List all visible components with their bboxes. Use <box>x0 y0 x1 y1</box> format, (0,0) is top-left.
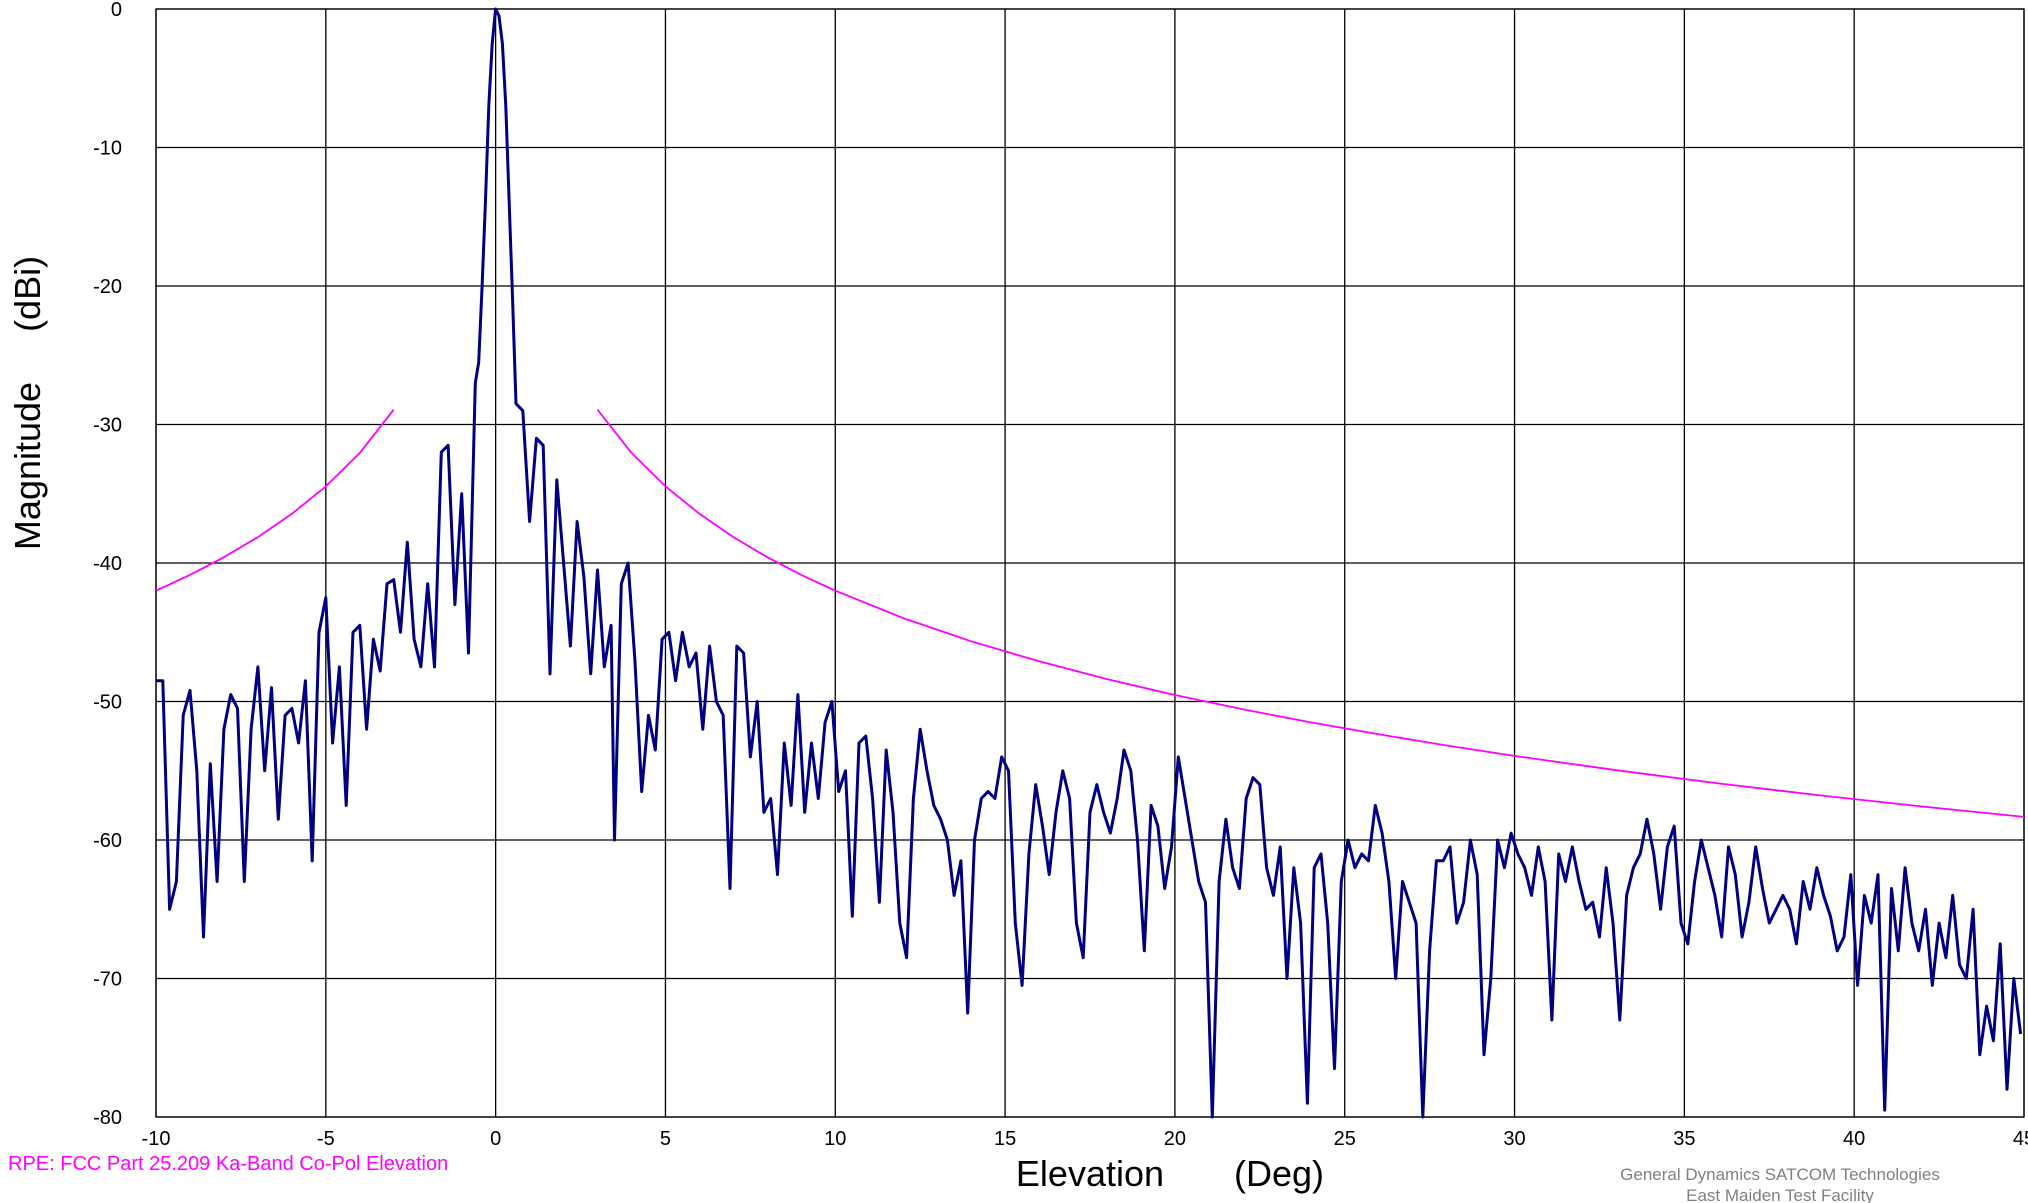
x-tick-label: 45 <box>2013 1128 2028 1150</box>
y-tick-label: 0 <box>111 0 122 21</box>
y-tick-label: -60 <box>93 830 122 852</box>
x-tick-label: -10 <box>142 1128 171 1150</box>
y-tick-label: -80 <box>93 1107 122 1129</box>
x-axis-label: Elevation (Deg) <box>1016 1153 1324 1194</box>
x-tick-label: -5 <box>317 1128 335 1150</box>
x-tick-label: 25 <box>1334 1128 1356 1150</box>
rpe-caption: RPE: FCC Part 25.209 Ka-Band Co-Pol Elev… <box>8 1153 448 1175</box>
plot-frame <box>155 8 2025 1118</box>
x-tick-label: 30 <box>1503 1128 1525 1150</box>
x-tick-label: 20 <box>1164 1128 1186 1150</box>
series-line <box>155 409 2025 818</box>
x-tick-label: 35 <box>1673 1128 1695 1150</box>
footer-line: General Dynamics SATCOM Technologies <box>1620 1165 1940 1184</box>
x-tick-label: 0 <box>490 1128 501 1150</box>
x-tick-label: 10 <box>824 1128 846 1150</box>
y-tick-label: -50 <box>93 692 122 714</box>
y-tick-label: -70 <box>93 969 122 991</box>
x-tick-label: 40 <box>1843 1128 1865 1150</box>
footer-line: East Maiden Test Facility <box>1686 1186 1874 1203</box>
y-axis-label: Magnitude (dBi) <box>7 256 48 550</box>
x-tick-label: 5 <box>660 1128 671 1150</box>
series-line <box>156 7 2023 1119</box>
y-tick-label: -40 <box>93 553 122 575</box>
y-tick-label: -30 <box>93 415 122 437</box>
y-tick-label: -20 <box>93 276 122 298</box>
y-tick-label: -10 <box>93 138 122 160</box>
x-tick-label: 15 <box>994 1128 1016 1150</box>
